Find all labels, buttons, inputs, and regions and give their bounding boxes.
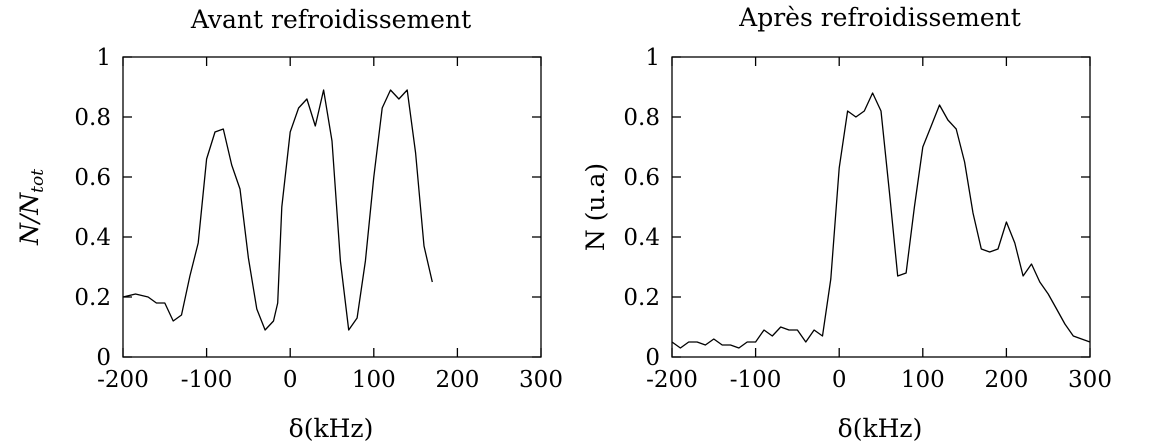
y-tick-label: 0	[96, 345, 111, 371]
x-tick-label: -200	[646, 367, 698, 393]
y-axis-label-subscript: tot	[28, 169, 48, 193]
x-tick-label: 100	[352, 367, 396, 393]
y-tick-label: 1	[96, 45, 111, 71]
series-layer	[671, 92, 1091, 349]
series-line	[122, 89, 433, 331]
plot-frame	[671, 56, 1091, 358]
y-tick-label: 0.2	[623, 285, 660, 311]
x-tick-label: 200	[435, 367, 479, 393]
chart-title: Avant refroidissement	[190, 5, 471, 34]
y-tick-label: 0.4	[623, 225, 660, 251]
x-tick-label: 300	[1068, 367, 1112, 393]
x-tick-label: -100	[730, 367, 782, 393]
y-tick-label: 0.6	[74, 165, 111, 191]
axis-ticks	[671, 56, 1091, 358]
y-tick-label: 0.6	[623, 165, 660, 191]
y-tick-label: 0.8	[74, 105, 111, 131]
x-tick-label: 100	[901, 367, 945, 393]
y-tick-label: 0.2	[74, 285, 111, 311]
chart-title: Après refroidissement	[738, 3, 1021, 32]
y-tick-label: 1	[645, 45, 660, 71]
y-tick-labels: 0 0.2 0.4 0.6 0.8 1	[623, 45, 660, 371]
y-tick-labels: 0 0.2 0.4 0.6 0.8 1	[74, 45, 111, 371]
x-tick-label: -200	[97, 367, 149, 393]
plot-area: 0 0.2 0.4 0.6 0.8 1 -200 -100 0 100 200 300	[623, 45, 1112, 393]
axis-ticks	[122, 56, 542, 358]
y-tick-label: 0	[645, 345, 660, 371]
x-axis-label: δ(kHz)	[838, 414, 923, 443]
y-axis-label-main: N/N	[15, 192, 44, 246]
chart-panel-after-cooling: Après refroidissement 0 0.2 0.4 0.6 0.8 1 -20…	[581, 3, 1112, 443]
x-tick-label: -100	[181, 367, 233, 393]
y-tick-label: 0.4	[74, 225, 111, 251]
x-axis-label: δ(kHz)	[289, 414, 374, 443]
x-tick-label: 0	[832, 367, 847, 393]
series-layer	[122, 89, 433, 331]
series-line	[671, 92, 1091, 349]
y-axis-label: N/Ntot	[15, 169, 48, 246]
x-tick-label: 0	[283, 367, 298, 393]
x-tick-labels: -200 -100 0 100 200 300	[646, 367, 1112, 393]
x-tick-label: 200	[984, 367, 1028, 393]
plot-frame	[122, 56, 542, 358]
x-tick-label: 300	[519, 367, 563, 393]
y-axis-label: N (u.a)	[581, 163, 610, 251]
plot-area: 0 0.2 0.4 0.6 0.8 1 -200 -100 0 100 200 300	[74, 45, 563, 393]
y-tick-label: 0.8	[623, 105, 660, 131]
x-tick-labels: -200 -100 0 100 200 300	[97, 367, 563, 393]
chart-panel-before-cooling: Avant refroidissement 0 0.2 0.4 0.6 0.8 1 -20…	[15, 5, 563, 443]
